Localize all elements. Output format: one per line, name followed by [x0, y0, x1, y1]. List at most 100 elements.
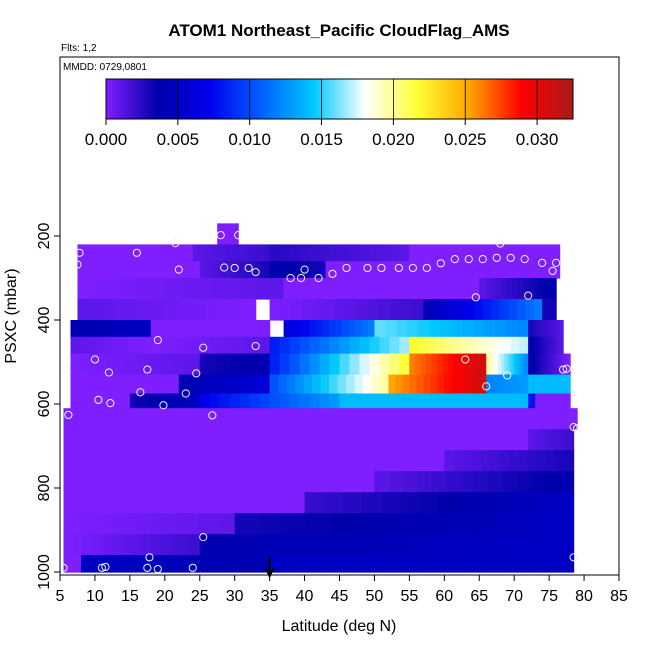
heatmap-cell: [96, 408, 131, 430]
heatmap-cell: [489, 374, 493, 395]
heatmap-cell: [493, 534, 521, 556]
heatmap-cell: [535, 336, 539, 355]
heatmap-cell: [530, 555, 553, 573]
heatmap-cell: [125, 393, 131, 409]
data-point: [503, 371, 512, 380]
heatmap-cell: [306, 534, 334, 556]
heatmap-cell: [295, 374, 305, 395]
heatmap-cell: [287, 492, 306, 514]
heatmap-cell: [72, 555, 75, 573]
heatmap-cell: [395, 429, 430, 451]
heatmap-cell: [289, 336, 301, 355]
heatmap-cell: [99, 336, 106, 355]
heatmap-cell: [552, 353, 556, 376]
heatmap-cell: [331, 278, 337, 300]
heatmap-cell: [460, 336, 470, 355]
heatmap-cell: [494, 408, 529, 430]
heatmap-cell: [563, 429, 568, 451]
heatmap-cell: [533, 336, 537, 355]
heatmap-cell: [440, 299, 450, 321]
heatmap-cell: [269, 299, 282, 321]
heatmap-cell: [548, 336, 552, 355]
heatmap-cell: [63, 450, 92, 472]
colorbar-tick-label: 0.000: [85, 130, 128, 149]
heatmap-cell: [194, 393, 201, 409]
heatmap-cell: [172, 353, 182, 376]
heatmap-cell: [254, 261, 261, 279]
heatmap-cell: [369, 244, 381, 262]
heatmap-cell: [395, 408, 430, 430]
heatmap-cell: [490, 278, 497, 300]
heatmap-cell: [173, 513, 187, 535]
x-tick-label: 60: [435, 588, 453, 605]
heatmap-cell: [192, 299, 206, 321]
heatmap-cell: [280, 299, 293, 321]
heatmap-cell: [434, 336, 444, 355]
heatmap-cell: [184, 336, 194, 355]
heatmap-cell: [285, 261, 291, 279]
heatmap-cell: [319, 278, 325, 300]
flights-label: Flts: 1,2: [61, 43, 97, 54]
heatmap-cell: [374, 320, 387, 338]
heatmap-cell: [330, 471, 353, 493]
heatmap-cell: [93, 244, 103, 262]
heatmap-cell: [141, 534, 152, 556]
heatmap-cell: [540, 336, 544, 355]
data-point: [199, 533, 208, 542]
heatmap-cell: [269, 393, 281, 409]
data-point: [422, 263, 431, 273]
heatmap-cell: [409, 374, 417, 395]
data-point: [464, 255, 473, 264]
heatmap-cell: [161, 513, 175, 535]
heatmap-cell: [554, 492, 575, 514]
heatmap-cell: [287, 278, 293, 300]
y-tick-label: 200: [36, 223, 53, 250]
heatmap-cell: [379, 393, 395, 409]
heatmap-cell: [234, 353, 241, 376]
heatmap-cell: [172, 450, 201, 472]
heatmap-cell: [279, 534, 308, 556]
heatmap-cell: [263, 471, 287, 493]
heatmap-cell: [108, 393, 114, 409]
heatmap-cell: [231, 244, 238, 262]
heatmap-cell: [551, 299, 553, 321]
heatmap-cell: [209, 393, 221, 409]
heatmap-cell: [269, 261, 275, 279]
data-point: [461, 355, 470, 364]
heatmap-cell: [185, 513, 199, 535]
heatmap-cell: [235, 223, 238, 245]
heatmap-cell: [549, 408, 554, 430]
heatmap-cell: [166, 299, 180, 321]
heatmap-cell: [550, 429, 555, 451]
heatmap-cell: [551, 555, 575, 573]
heatmap-cell: [153, 299, 168, 321]
heatmap-cell: [535, 320, 539, 338]
heatmap-cell: [309, 336, 321, 355]
heatmap-cell: [531, 374, 535, 395]
heatmap-cell: [472, 450, 482, 472]
heatmap-cell: [554, 429, 558, 451]
heatmap-cell: [429, 278, 440, 300]
heatmap-cell: [242, 244, 249, 262]
heatmap-cell: [232, 223, 235, 245]
heatmap-cell: [81, 336, 89, 355]
heatmap-cell: [507, 374, 511, 395]
heatmap-cell: [178, 374, 186, 395]
data-point: [143, 365, 152, 374]
heatmap-cell: [331, 513, 357, 535]
heatmap-cell: [297, 261, 303, 279]
heatmap-cell: [299, 393, 311, 409]
heatmap-cell: [121, 278, 137, 300]
heatmap-cell: [486, 374, 490, 395]
heatmap-cell: [479, 278, 486, 300]
latitude-marker-arrow: [264, 557, 275, 579]
heatmap-cell: [125, 353, 136, 376]
heatmap-cell: [184, 320, 194, 338]
heatmap-cell: [528, 353, 532, 376]
heatmap-cell: [77, 299, 91, 321]
heatmap-cell: [508, 299, 518, 321]
heatmap-cell: [334, 555, 358, 573]
heatmap-cell: [193, 336, 203, 355]
heatmap-cell: [70, 555, 73, 573]
heatmap-cell: [149, 393, 156, 409]
